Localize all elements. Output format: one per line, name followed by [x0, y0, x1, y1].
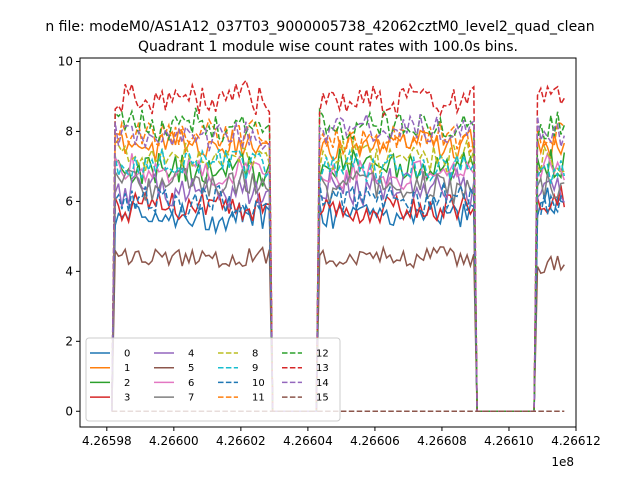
x-tick-label: 4.26610: [484, 434, 534, 448]
y-tick-label: 0: [65, 404, 73, 418]
x-offset-label: 1e8: [551, 455, 574, 469]
y-tick-label: 10: [58, 54, 73, 68]
legend-frame: [85, 337, 341, 422]
series-line-12: [111, 107, 566, 413]
chart-title: Quadrant 1 module wise count rates with …: [138, 39, 518, 55]
x-tick-label: 4.26598: [82, 434, 132, 448]
legend-label-11: 11: [252, 393, 265, 404]
legend-label-3: 3: [124, 393, 130, 404]
legend-label-10: 10: [252, 378, 265, 389]
legend-label-12: 12: [316, 349, 329, 360]
x-tick-label: 4.26604: [283, 434, 333, 448]
legend-label-9: 9: [252, 363, 258, 374]
x-tick-label: 4.26602: [216, 434, 266, 448]
series-line-10: [111, 182, 565, 413]
series-line-14: [111, 111, 566, 413]
series-layer: [111, 78, 566, 413]
x-tick-label: 4.26612: [551, 434, 601, 448]
y-tick-label: 8: [65, 124, 73, 138]
legend-label-2: 2: [124, 378, 130, 389]
legend-label-4: 4: [188, 349, 194, 360]
chart-suptitle: n file: modeM0/AS1A12_037T03_9000005738_…: [45, 19, 594, 35]
plot-frame: [79, 57, 577, 428]
y-tick-label: 4: [65, 264, 73, 278]
x-axis: 4.26598 4.26600 4.26602 4.26604 4.26606 4.266…: [82, 427, 601, 448]
y-tick-label: 6: [65, 194, 73, 208]
y-axis: 0 2 4 6 8 10: [58, 54, 80, 418]
legend-label-15: 15: [316, 393, 329, 404]
legend-label-0: 0: [124, 349, 130, 360]
legend-label-5: 5: [188, 363, 194, 374]
legend-label-14: 14: [316, 378, 329, 389]
legend-label-1: 1: [124, 363, 130, 374]
x-tick-label: 4.26600: [149, 434, 199, 448]
x-tick-label: 4.26606: [350, 434, 400, 448]
legend-label-7: 7: [188, 393, 194, 404]
legend-label-6: 6: [188, 378, 194, 389]
x-tick-label: 4.26608: [417, 434, 467, 448]
legend-label-8: 8: [252, 349, 258, 360]
legend-label-13: 13: [316, 363, 329, 374]
y-tick-label: 2: [65, 334, 73, 348]
